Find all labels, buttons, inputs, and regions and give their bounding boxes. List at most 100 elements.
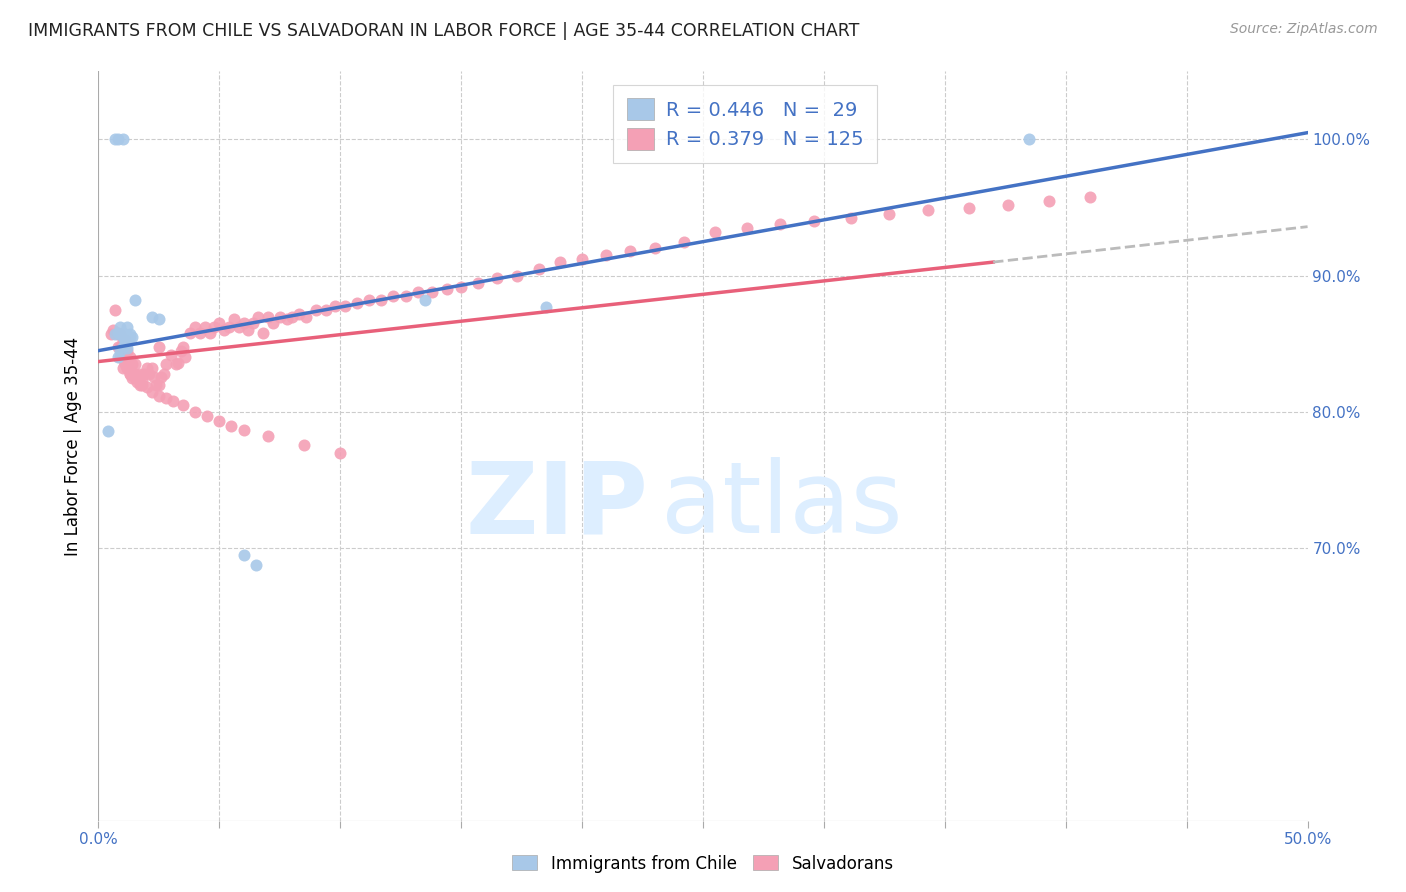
Text: Source: ZipAtlas.com: Source: ZipAtlas.com — [1230, 22, 1378, 37]
Point — [150, 369, 173, 384]
Point — [704, 225, 727, 239]
Point — [195, 409, 218, 423]
Text: ZIP: ZIP — [465, 458, 648, 555]
Point — [839, 211, 862, 226]
Point — [295, 310, 318, 324]
Point — [108, 320, 131, 334]
Point — [111, 361, 134, 376]
Point — [644, 242, 666, 256]
Point — [124, 357, 146, 371]
Point — [135, 361, 157, 376]
Point — [957, 201, 980, 215]
Point — [735, 221, 758, 235]
Point — [346, 296, 368, 310]
Point — [194, 320, 217, 334]
Point — [114, 333, 136, 347]
Point — [148, 377, 170, 392]
Point — [118, 367, 141, 381]
Point — [111, 330, 134, 344]
Point — [118, 330, 141, 344]
Point — [141, 384, 163, 399]
Point — [382, 289, 405, 303]
Point — [245, 558, 267, 572]
Point — [121, 330, 143, 344]
Point — [117, 361, 139, 376]
Point — [165, 357, 187, 371]
Point — [114, 336, 136, 351]
Point — [222, 312, 245, 326]
Point — [131, 374, 153, 388]
Point — [467, 276, 489, 290]
Point — [232, 423, 254, 437]
Point — [1038, 194, 1060, 208]
Point — [172, 340, 194, 354]
Point — [218, 320, 240, 334]
Point — [877, 207, 900, 221]
Point — [184, 405, 207, 419]
Point — [148, 312, 170, 326]
Point — [169, 343, 191, 358]
Point — [619, 244, 641, 259]
Point — [118, 367, 141, 381]
Point — [292, 437, 315, 451]
Point — [128, 367, 150, 381]
Point — [172, 398, 194, 412]
Point — [228, 320, 250, 334]
Point — [124, 293, 146, 308]
Point — [188, 326, 211, 340]
Point — [148, 388, 170, 402]
Point — [394, 289, 416, 303]
Point — [127, 375, 149, 389]
Point — [208, 415, 231, 429]
Point — [117, 361, 139, 376]
Point — [486, 271, 509, 285]
Point — [359, 293, 381, 308]
Point — [204, 320, 226, 334]
Point — [269, 310, 291, 324]
Y-axis label: In Labor Force | Age 35-44: In Labor Force | Age 35-44 — [65, 336, 83, 556]
Legend: Immigrants from Chile, Salvadorans: Immigrants from Chile, Salvadorans — [506, 848, 900, 880]
Text: atlas: atlas — [661, 458, 903, 555]
Point — [221, 418, 243, 433]
Point — [179, 326, 201, 340]
Point — [114, 327, 136, 342]
Point — [305, 302, 328, 317]
Point — [256, 429, 278, 443]
Point — [108, 351, 131, 365]
Point — [117, 320, 139, 334]
Point — [160, 348, 183, 362]
Point — [527, 261, 550, 276]
Point — [167, 356, 190, 370]
Point — [117, 343, 139, 358]
Point — [107, 326, 129, 340]
Point — [121, 368, 143, 383]
Point — [315, 302, 337, 317]
Point — [571, 252, 593, 267]
Point — [148, 340, 170, 354]
Point — [1018, 132, 1040, 146]
Point — [145, 377, 167, 392]
Point — [370, 293, 392, 308]
Point — [111, 340, 134, 354]
Point — [917, 203, 939, 218]
Point — [104, 302, 127, 317]
Point — [141, 361, 163, 376]
Point — [329, 446, 352, 460]
Point — [550, 255, 572, 269]
Point — [288, 307, 311, 321]
Point — [325, 299, 347, 313]
Point — [155, 357, 177, 371]
Point — [212, 323, 235, 337]
Point — [108, 340, 131, 354]
Point — [118, 351, 141, 365]
Point — [262, 317, 284, 331]
Legend: R = 0.446   N =  29, R = 0.379   N = 125: R = 0.446 N = 29, R = 0.379 N = 125 — [613, 85, 877, 163]
Point — [232, 548, 254, 562]
Point — [111, 334, 134, 348]
Point — [232, 317, 254, 331]
Point — [803, 214, 825, 228]
Point — [247, 310, 270, 324]
Point — [118, 357, 141, 371]
Point — [114, 333, 136, 347]
Point — [256, 310, 278, 324]
